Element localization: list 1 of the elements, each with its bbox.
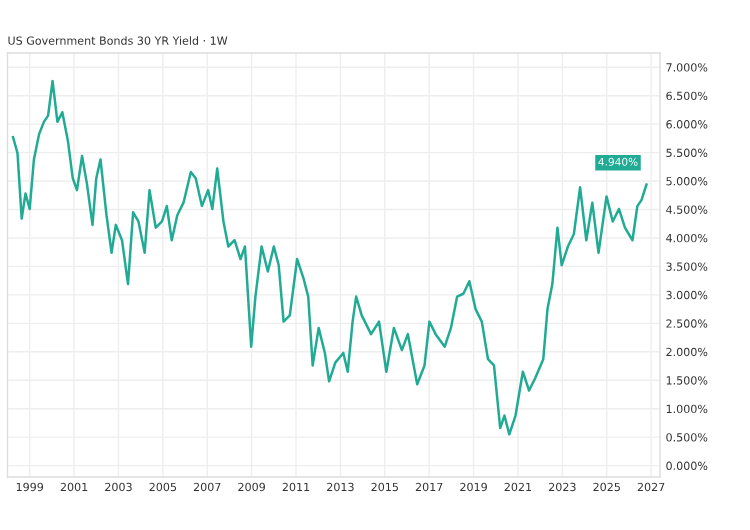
line-series xyxy=(11,79,648,436)
